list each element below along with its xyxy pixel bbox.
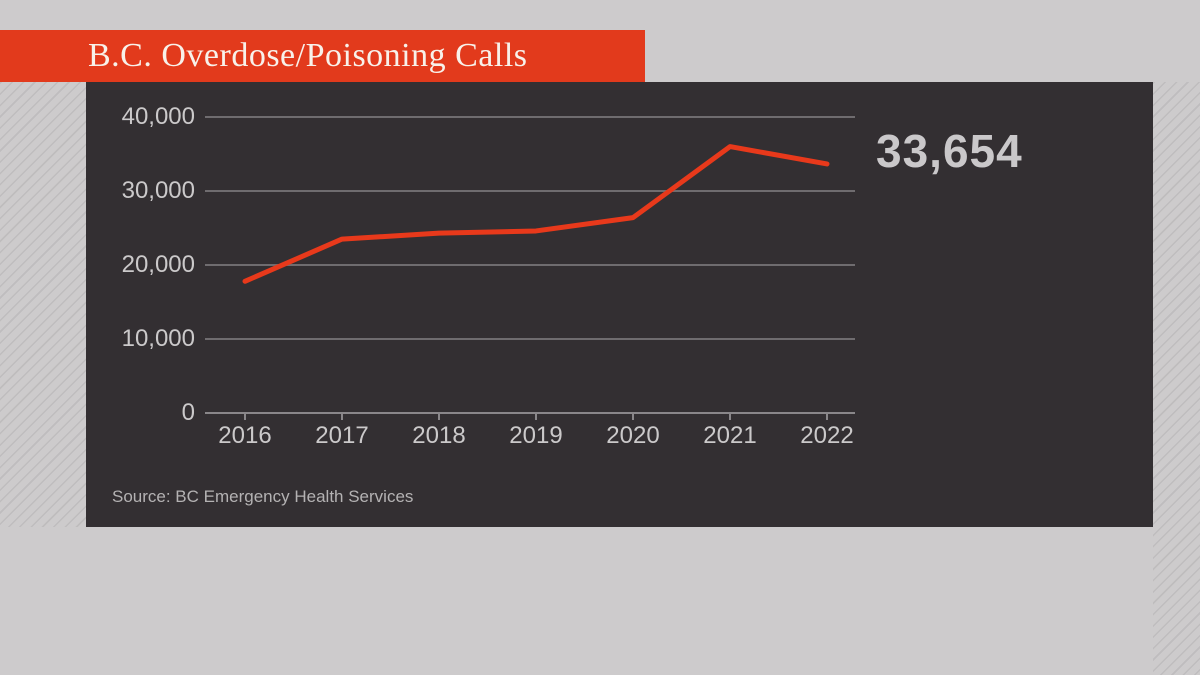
x-axis-tick-label: 2017 [315, 422, 369, 449]
right-stripe-band [1153, 82, 1200, 675]
title-banner: B.C. Overdose/Poisoning Calls [0, 30, 645, 82]
y-axis-tick-label: 40,000 [121, 103, 195, 130]
x-axis-tick-label: 2016 [218, 422, 272, 449]
data-line [242, 144, 830, 284]
chart-panel: 0 10,000 20,000 30,000 40,000 2016 2017 2018 20… [86, 82, 1153, 527]
left-stripe-band [0, 82, 86, 527]
x-axis-tick-label: 2018 [412, 422, 466, 449]
end-value-label: 33,654 [876, 125, 1023, 177]
x-axis-tick-label: 2019 [509, 422, 563, 449]
source-attribution: Source: BC Emergency Health Services [112, 487, 414, 506]
y-axis-tick-label: 30,000 [121, 177, 195, 204]
x-axis-tick-label: 2021 [703, 422, 757, 449]
x-axis-tick-label: 2022 [800, 422, 854, 449]
line-chart-svg [205, 116, 855, 420]
x-axis-tick-label: 2020 [606, 422, 660, 449]
y-axis-tick-label: 0 [181, 399, 195, 426]
page-title: B.C. Overdose/Poisoning Calls [88, 37, 528, 74]
y-axis-tick-label: 10,000 [121, 325, 195, 352]
y-axis-tick-label: 20,000 [121, 251, 195, 278]
